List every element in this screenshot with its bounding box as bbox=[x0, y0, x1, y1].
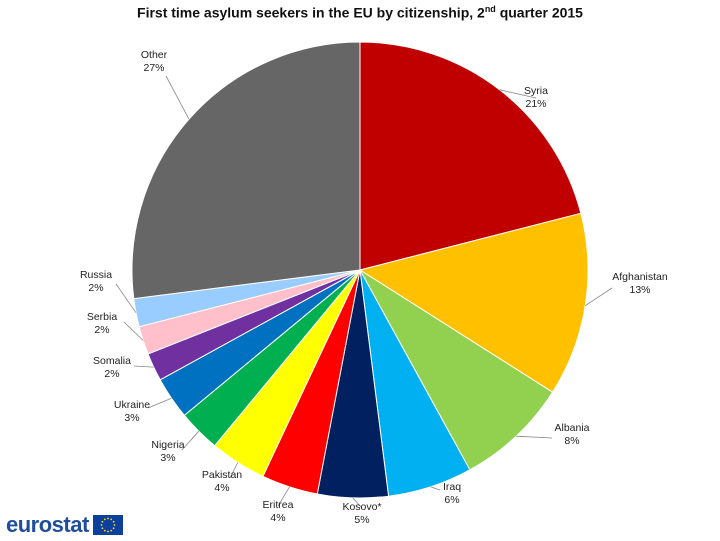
chart-title: First time asylum seekers in the EU by c… bbox=[137, 4, 583, 21]
eu-stars bbox=[100, 517, 116, 533]
leader-line bbox=[277, 486, 290, 507]
eu-star bbox=[101, 520, 104, 523]
slice-label: Eritrea 4% bbox=[263, 499, 294, 524]
eu-star bbox=[103, 529, 106, 532]
leader-line bbox=[584, 287, 613, 307]
slice-label: Somalia 2% bbox=[93, 355, 131, 380]
leader-line bbox=[499, 89, 537, 99]
eu-star bbox=[101, 527, 104, 530]
pie-slice-other bbox=[131, 41, 361, 300]
pie-slices bbox=[131, 41, 589, 499]
slice-label: Syria 21% bbox=[524, 85, 548, 110]
eurostat-logo: eurostat bbox=[6, 512, 123, 538]
slice-label: Russia 2% bbox=[80, 269, 112, 294]
slice-label: Pakistan 4% bbox=[202, 469, 242, 494]
slice-label: Kosovo* 5% bbox=[342, 501, 381, 526]
leader-line bbox=[147, 397, 172, 409]
slice-label: Iraq 6% bbox=[443, 481, 461, 506]
eu-star bbox=[113, 524, 116, 526]
leader-line bbox=[430, 486, 441, 491]
slice-label: Other 27% bbox=[141, 49, 168, 74]
logo-text: eurostat bbox=[6, 512, 89, 537]
eu-flag-icon bbox=[92, 515, 123, 535]
slice-label: Afghanistan 13% bbox=[612, 271, 668, 296]
leader-line bbox=[352, 497, 363, 509]
eu-star bbox=[100, 524, 103, 526]
slice-label: Ukraine 3% bbox=[114, 399, 150, 424]
eu-star bbox=[106, 517, 109, 520]
leader-line bbox=[133, 365, 154, 368]
slice-label: Serbia 2% bbox=[87, 311, 118, 336]
eu-star bbox=[106, 530, 109, 533]
leader-line bbox=[516, 435, 553, 439]
eu-star bbox=[110, 529, 112, 532]
eu-star bbox=[112, 527, 115, 530]
slice-label: Albania 8% bbox=[554, 422, 589, 447]
eu-star bbox=[110, 518, 112, 521]
pie-slice-albania bbox=[359, 269, 554, 471]
leader-lines bbox=[115, 75, 613, 509]
eu-star bbox=[112, 520, 115, 523]
leader-line bbox=[165, 75, 190, 120]
eu-star bbox=[103, 518, 106, 521]
pie-slice-afghanistan bbox=[358, 212, 589, 393]
leader-line bbox=[229, 462, 239, 479]
leader-line bbox=[181, 430, 200, 451]
leader-line bbox=[123, 321, 144, 341]
leader-line bbox=[115, 283, 137, 313]
slice-label: Nigeria 3% bbox=[151, 439, 184, 464]
slice-labels: Syria 21% Afghanistan 13% Albania 8% Iraq 6% Kos… bbox=[80, 49, 668, 526]
